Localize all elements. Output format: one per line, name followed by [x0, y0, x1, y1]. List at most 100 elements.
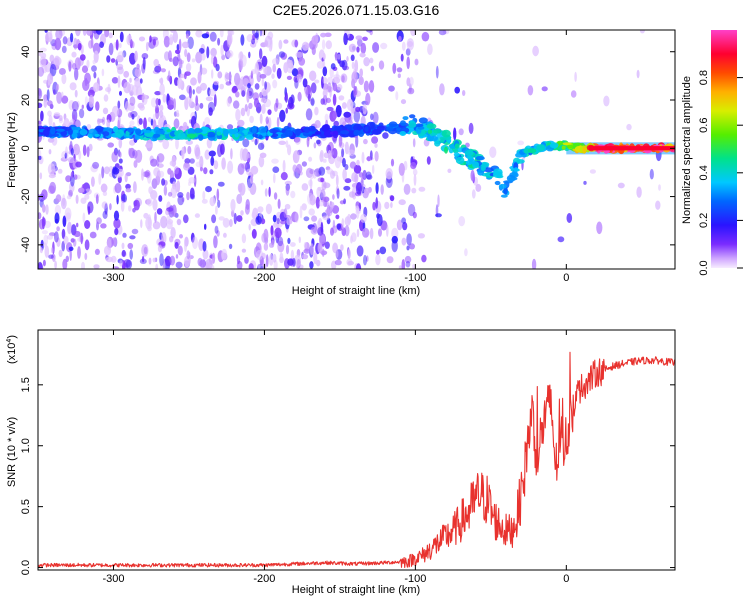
noise-speckle: [93, 82, 100, 93]
noise-speckle: [75, 161, 82, 168]
noise-speckle: [129, 77, 132, 83]
ridge-mark: [42, 128, 50, 137]
noise-speckle: [142, 171, 150, 178]
noise-speckle: [301, 183, 309, 191]
noise-speckle: [259, 113, 263, 125]
noise-speckle: [347, 260, 355, 266]
noise-speckle: [325, 166, 331, 171]
noise-speckle: [74, 67, 79, 81]
noise-speckle: [63, 235, 69, 245]
noise-speckle: [332, 93, 337, 106]
noise-speckle: [236, 78, 243, 90]
noise-speckle: [276, 67, 282, 79]
noise-speckle: [174, 166, 179, 175]
noise-speckle: [210, 47, 217, 57]
noise-speckle: [251, 38, 256, 45]
noise-speckle: [204, 223, 207, 230]
noise-speckle: [46, 234, 54, 240]
noise-speckle: [62, 258, 68, 269]
noise-speckle: [285, 244, 290, 255]
noise-speckle: [200, 53, 206, 61]
noise-speckle: [311, 35, 319, 45]
ridge-mark: [251, 125, 257, 134]
noise-speckle: [255, 215, 262, 225]
noise-speckle: [248, 51, 251, 59]
noise-speckle: [185, 140, 193, 145]
noise-speckle: [270, 225, 274, 236]
noise-speckle: [334, 155, 341, 169]
noise-speckle: [290, 190, 296, 199]
noise-speckle: [127, 242, 134, 250]
noise-speckle: [224, 71, 229, 83]
noise-speckle: [39, 247, 43, 254]
ridge-mark: [400, 120, 406, 126]
noise-speckle: [116, 55, 124, 63]
noise-speckle: [583, 180, 587, 185]
noise-speckle: [210, 156, 215, 166]
noise-speckle: [154, 105, 160, 114]
noise-speckle: [309, 194, 316, 206]
ridge-mark: [500, 194, 508, 198]
noise-speckle: [308, 156, 313, 162]
noise-speckle: [229, 219, 233, 227]
snr-frame: [37, 329, 676, 571]
noise-speckle: [255, 249, 264, 261]
colorbar: 0.0 0.2 0.4 0.6 0.8 Normalized spectral ampl…: [681, 30, 743, 276]
noise-speckle: [119, 90, 122, 96]
noise-speckle: [318, 166, 326, 176]
noise-speckle: [68, 246, 74, 251]
ridge-mark: [315, 131, 322, 135]
noise-speckle: [314, 120, 321, 129]
colorbar-tick-label: 0.4: [698, 165, 710, 180]
noise-speckle: [414, 58, 419, 66]
noise-speckle: [438, 30, 447, 36]
noise-speckle: [108, 42, 114, 56]
noise-speckle: [134, 67, 141, 78]
x-tick-label: -100: [404, 573, 426, 585]
noise-speckle: [295, 51, 303, 58]
noise-speckle: [81, 65, 89, 73]
noise-speckle: [366, 174, 373, 180]
noise-speckle: [82, 212, 86, 223]
ridge-mark: [94, 125, 104, 133]
noise-speckle: [184, 48, 188, 58]
noise-speckle: [82, 144, 87, 156]
noise-speckle: [285, 185, 290, 196]
noise-speckle: [308, 208, 316, 216]
noise-speckle: [292, 164, 297, 173]
noise-speckle: [213, 160, 219, 170]
noise-speckle: [362, 169, 367, 181]
noise-speckle: [124, 100, 130, 112]
noise-speckle: [439, 83, 445, 96]
noise-speckle: [176, 218, 182, 226]
noise-speckle: [596, 221, 603, 235]
ridge-mark: [399, 131, 407, 136]
noise-speckle: [589, 169, 597, 174]
noise-speckle: [38, 120, 42, 125]
noise-speckle: [206, 138, 213, 149]
noise-speckle: [159, 110, 164, 118]
noise-speckle: [175, 254, 179, 259]
noise-speckle: [189, 187, 195, 199]
noise-speckle: [39, 47, 47, 52]
noise-speckle: [242, 138, 250, 148]
noise-speckle: [462, 90, 466, 96]
ridge-mark: [402, 116, 409, 121]
noise-speckle: [158, 195, 163, 202]
noise-speckle: [397, 73, 401, 78]
x-tick-label: -200: [253, 272, 275, 284]
snr-line: [38, 351, 675, 569]
noise-speckle: [129, 120, 135, 126]
noise-speckle: [109, 203, 112, 211]
noise-speckle: [272, 214, 277, 223]
noise-speckle: [271, 73, 275, 79]
noise-speckle: [204, 117, 211, 125]
noise-speckle: [570, 90, 577, 98]
noise-speckle: [655, 200, 661, 210]
ridge-mark: [452, 149, 459, 154]
noise-speckle: [356, 159, 360, 166]
noise-speckle: [406, 38, 415, 51]
noise-speckle: [286, 216, 291, 226]
noise-speckle: [221, 251, 225, 260]
